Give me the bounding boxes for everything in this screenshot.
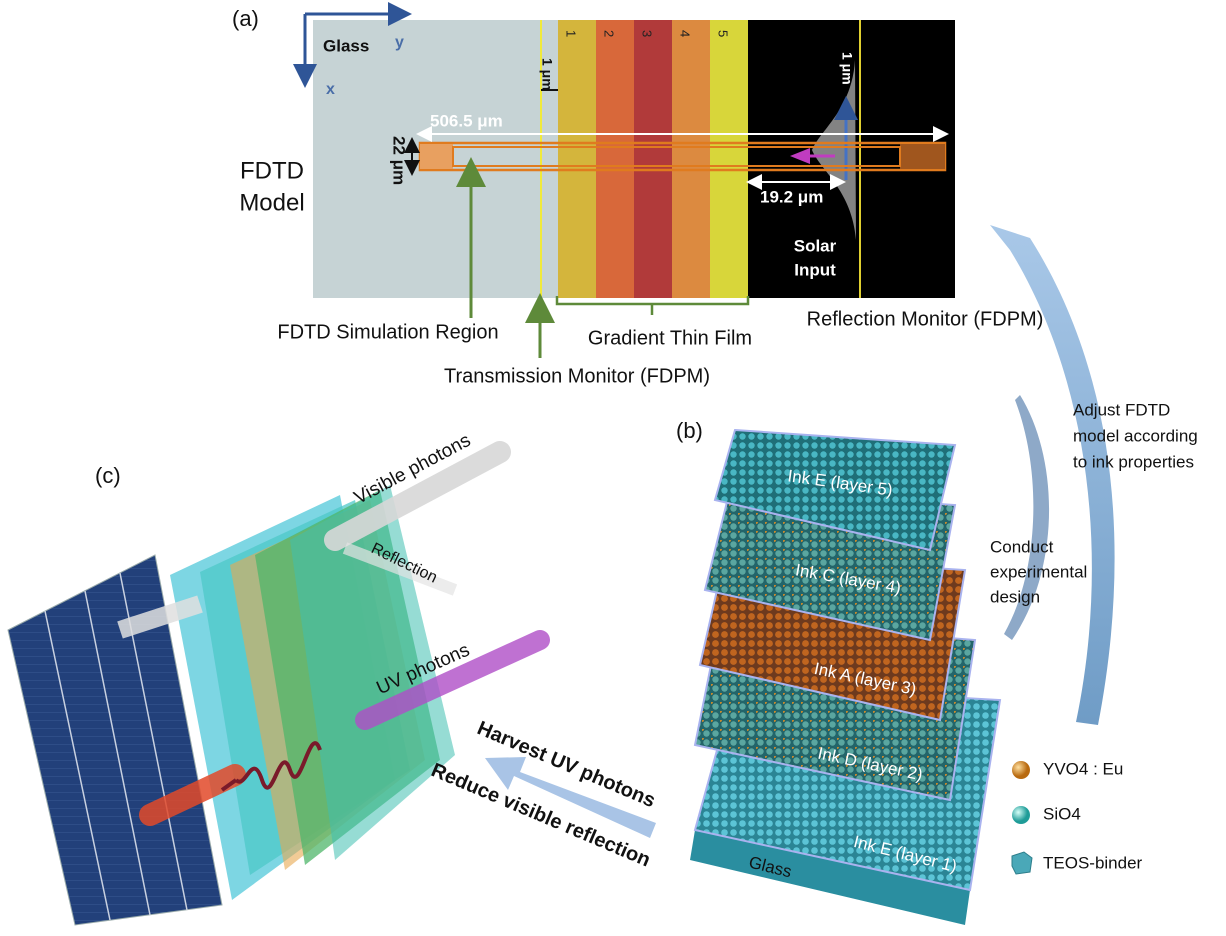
callout-bracket bbox=[557, 296, 748, 315]
panel-c: (c) Visible photons Reflection UV photon… bbox=[8, 430, 659, 925]
panel-b: (b) Ink E (layer 5) Ink C (layer 4) Ink … bbox=[676, 418, 1143, 925]
gap-label: 1 μm bbox=[539, 58, 555, 91]
panel-label: (c) bbox=[95, 463, 121, 488]
legend-label: YVO4 : Eu bbox=[1043, 759, 1123, 778]
layer-number: 1 bbox=[564, 30, 579, 37]
layer-number: 4 bbox=[678, 30, 693, 37]
axis-label: x bbox=[326, 81, 335, 98]
film-layer bbox=[710, 20, 748, 298]
workflow-label: design bbox=[990, 587, 1040, 606]
workflow-arrow bbox=[990, 225, 1115, 725]
legend-icon bbox=[1012, 852, 1032, 874]
workflow-label: Adjust FDTD bbox=[1073, 400, 1170, 419]
layer-number: 5 bbox=[716, 30, 731, 37]
dimension-label: 506.5 μm bbox=[430, 111, 503, 130]
legend-label: TEOS-binder bbox=[1043, 853, 1143, 872]
panel-title: FDTD bbox=[240, 157, 304, 184]
workflow-label: experimental bbox=[990, 562, 1087, 581]
source-label: Input bbox=[794, 260, 836, 279]
legend-icon bbox=[1012, 806, 1030, 824]
callout: FDTD Simulation Region bbox=[277, 321, 498, 343]
source-label: Solar bbox=[794, 236, 837, 255]
film-layer bbox=[558, 20, 596, 298]
dimension-label: 19.2 μm bbox=[760, 187, 823, 206]
axis-label: y bbox=[395, 34, 404, 51]
workflow-arrows: Adjust FDTD model according to ink prope… bbox=[990, 225, 1198, 725]
panel-title: Model bbox=[239, 189, 304, 216]
page: { "panel_a": { "label": "(a)", "title_li… bbox=[0, 0, 1226, 936]
legend-icon bbox=[1012, 761, 1030, 779]
workflow-label: to ink properties bbox=[1073, 452, 1194, 471]
layer-number: 3 bbox=[640, 30, 655, 37]
pml bbox=[900, 144, 945, 169]
layer-number: 2 bbox=[602, 30, 617, 37]
glass-label: Glass bbox=[323, 36, 369, 55]
panel-label: (b) bbox=[676, 418, 703, 443]
legend-label: SiO4 bbox=[1043, 804, 1081, 823]
pml bbox=[420, 144, 453, 169]
callout: Transmission Monitor (FDPM) bbox=[444, 365, 710, 387]
panel-a: (a) FDTD Model Glass y x 1 2 3 4 5 1 μm … bbox=[232, 6, 1043, 387]
film-layer bbox=[634, 20, 672, 298]
film-layer bbox=[672, 20, 710, 298]
panel-label: (a) bbox=[232, 6, 259, 31]
figure: (a) FDTD Model Glass y x 1 2 3 4 5 1 μm … bbox=[0, 0, 1226, 936]
callout: Reflection Monitor (FDPM) bbox=[807, 308, 1044, 330]
workflow-label: model according bbox=[1073, 426, 1198, 445]
film-layer bbox=[596, 20, 634, 298]
dimension-label: 22 μm bbox=[390, 136, 409, 185]
workflow-label: Conduct bbox=[990, 537, 1054, 556]
callout: Gradient Thin Film bbox=[588, 327, 752, 349]
